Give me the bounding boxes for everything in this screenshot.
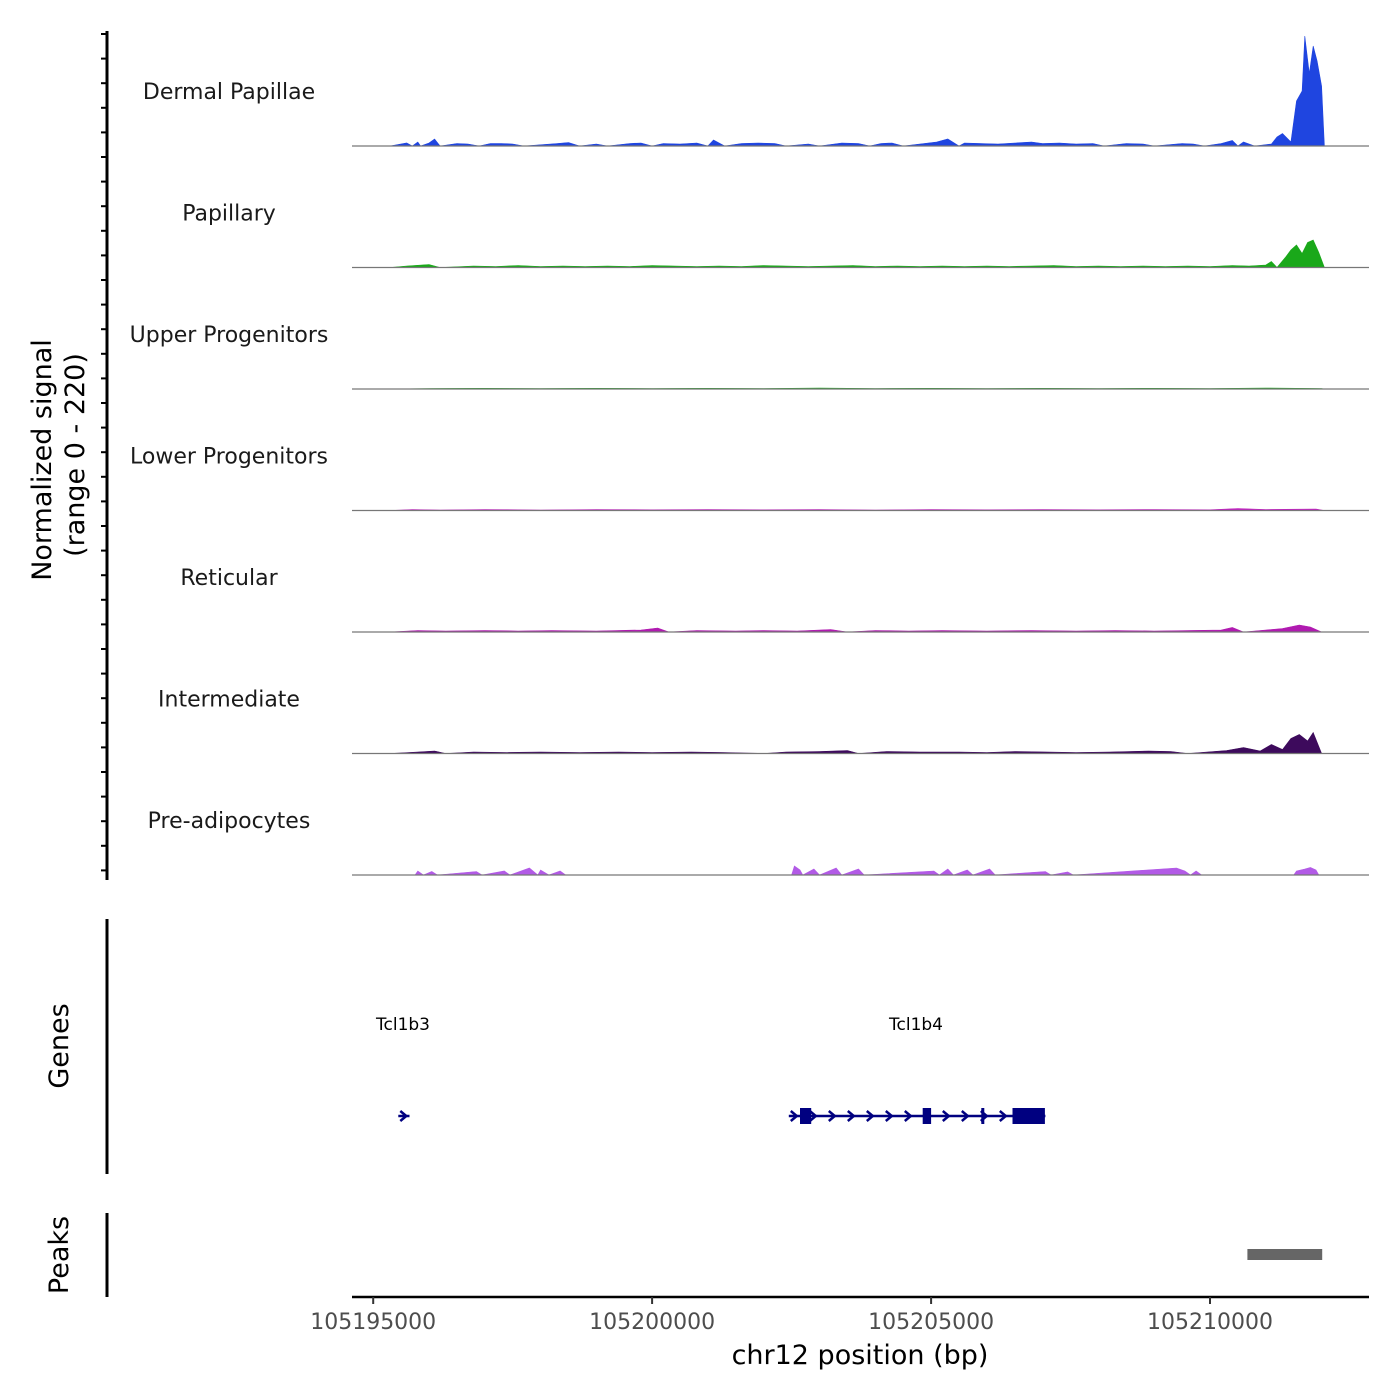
coverage-area	[389, 731, 1323, 754]
x-tick-label: 105210000	[1147, 1310, 1273, 1335]
x-tick-label: 105205000	[868, 1310, 994, 1335]
track-papillary: Papillary	[182, 202, 1369, 269]
gene-exon	[922, 1108, 932, 1124]
strand-arrow	[865, 1110, 875, 1122]
strand-arrow	[827, 1110, 837, 1122]
coverage-tracks: Dermal Papillae Papillary Upper Progenitor…	[130, 35, 1369, 876]
coverage-area	[389, 624, 1322, 633]
track-label: Upper Progenitors	[130, 323, 329, 348]
coverage-y-axis	[101, 31, 109, 880]
gene-exon	[800, 1108, 812, 1124]
strand-arrow	[884, 1110, 894, 1122]
gene-exon	[981, 1108, 985, 1124]
y-axis-title-range: (range 0 - 220)	[60, 353, 91, 557]
coverage-area	[389, 865, 1320, 876]
gene-exon	[1012, 1108, 1045, 1124]
peak-region	[1247, 1249, 1323, 1260]
strand-arrow	[960, 1110, 970, 1122]
track-lower-progenitors: Lower Progenitors	[130, 445, 1369, 512]
genes-track: Tcl1b3 Tcl1b4	[375, 1015, 1046, 1124]
strand-arrow	[846, 1110, 856, 1122]
coverage-area	[389, 35, 1325, 147]
gene-label: Tcl1b3	[375, 1015, 430, 1035]
peaks-track	[1247, 1249, 1323, 1260]
gene-tcl1b4: Tcl1b4	[788, 1015, 1046, 1124]
strand-arrow	[941, 1110, 951, 1122]
track-label: Dermal Papillae	[143, 80, 315, 105]
peaks-track-label: Peaks	[44, 1216, 75, 1294]
track-label: Papillary	[182, 202, 276, 227]
y-axis-title: Normalized signal	[27, 339, 58, 581]
track-upper-progenitors: Upper Progenitors	[130, 323, 1369, 390]
strand-arrow	[903, 1110, 913, 1122]
coverage-area	[389, 239, 1325, 268]
strand-arrow	[998, 1110, 1008, 1122]
x-tick-label: 105195000	[310, 1310, 436, 1335]
strand-arrow	[808, 1110, 818, 1122]
strand-arrow	[789, 1110, 799, 1122]
gene-label: Tcl1b4	[888, 1015, 943, 1035]
x-tick-label: 105200000	[589, 1310, 715, 1335]
track-pre-adipocytes: Pre-adipocytes	[148, 809, 1369, 876]
track-label: Lower Progenitors	[130, 445, 328, 470]
x-axis: 105195000 105200000 105205000 105210000	[310, 1297, 1273, 1335]
track-reticular: Reticular	[180, 566, 1369, 633]
gene-tcl1b3: Tcl1b3	[375, 1015, 430, 1122]
track-label: Intermediate	[158, 688, 300, 713]
track-label: Pre-adipocytes	[148, 809, 311, 834]
track-dermal-papillae: Dermal Papillae	[143, 35, 1369, 147]
track-intermediate: Intermediate	[158, 688, 1369, 755]
x-axis-title: chr12 position (bp)	[732, 1340, 989, 1371]
genes-track-label: Genes	[44, 1003, 75, 1088]
strand-arrow	[399, 1110, 409, 1122]
track-label: Reticular	[180, 566, 278, 591]
